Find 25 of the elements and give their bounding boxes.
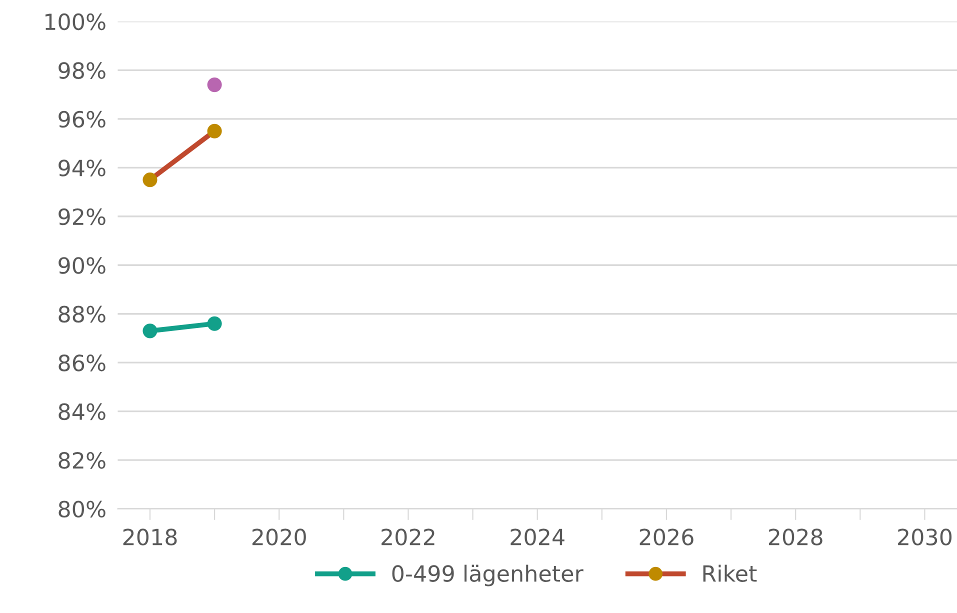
point xyxy=(142,324,158,338)
y-tick-label: 86% xyxy=(58,354,106,372)
legend-label: 0-499 lägenheter xyxy=(392,564,584,586)
x-tick-label: 2026 xyxy=(640,528,694,546)
y-tick-label: 84% xyxy=(58,403,106,420)
x-tick-label: 2028 xyxy=(768,528,822,546)
y-tick-label: 82% xyxy=(58,452,106,469)
x-tick-label: 2018 xyxy=(123,528,177,546)
legend-label: Riket xyxy=(703,564,757,582)
point xyxy=(142,172,158,188)
y-tick-label: 94% xyxy=(58,160,106,176)
x-tick-label: 2020 xyxy=(252,528,306,546)
y-tick-label: 80% xyxy=(58,500,106,518)
x-tick-label: 2022 xyxy=(382,528,434,546)
y-tick-label: 98% xyxy=(58,62,106,79)
y-tick-label: 88% xyxy=(58,306,106,323)
point xyxy=(207,78,222,92)
point xyxy=(207,124,222,138)
y-tick-label: 100% xyxy=(46,13,106,30)
point xyxy=(207,316,222,331)
x-tick-label: 2030 xyxy=(898,528,952,546)
x-tick-label: 2024 xyxy=(510,528,564,546)
y-tick-label: 92% xyxy=(58,208,106,226)
y-tick-label: 90% xyxy=(58,257,106,274)
y-tick-label: 96% xyxy=(58,110,106,128)
